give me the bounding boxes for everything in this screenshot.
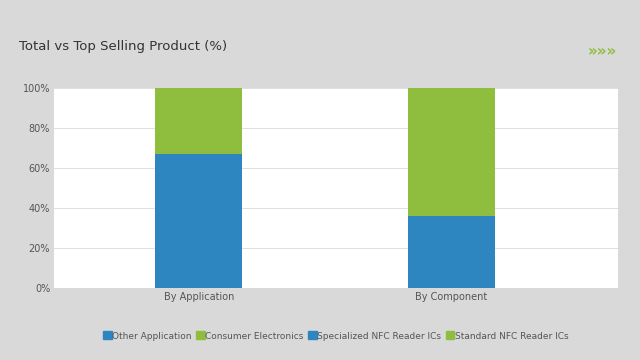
Bar: [408, 216, 495, 288]
Legend: Other Application, Consumer Electronics, Specialized NFC Reader ICs, Standard NF: Other Application, Consumer Electronics,…: [100, 328, 572, 345]
Bar: [156, 154, 242, 288]
Bar: [408, 88, 495, 216]
Text: Total vs Top Selling Product (%): Total vs Top Selling Product (%): [19, 40, 227, 53]
Text: »»»: »»»: [588, 44, 617, 59]
Bar: [156, 88, 242, 154]
